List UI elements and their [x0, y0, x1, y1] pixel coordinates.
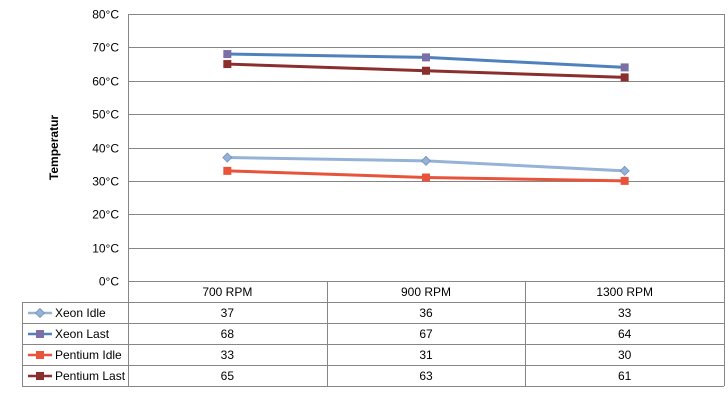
- table-cell-value: 33: [221, 348, 235, 362]
- legend-entry: Xeon Idle: [55, 306, 106, 320]
- series-xeon-idle: [222, 152, 630, 176]
- y-tick-label: 80°C: [92, 8, 119, 22]
- table-cell-value: 63: [419, 369, 433, 383]
- table-cell-value: 36: [419, 306, 433, 320]
- data-point: [222, 152, 233, 163]
- legend-key-marker: [36, 372, 44, 380]
- data-point: [422, 66, 430, 75]
- legend-key-marker: [34, 307, 46, 319]
- table-cell-value: 61: [618, 369, 632, 383]
- data-point: [223, 60, 232, 69]
- series-layer: [222, 50, 630, 185]
- legend-entry: Pentium Last: [55, 369, 126, 383]
- data-point: [420, 155, 432, 166]
- data-point: [422, 53, 430, 62]
- data-point: [620, 176, 629, 185]
- table-cell-value: 37: [221, 306, 235, 320]
- y-tick-label: 30°C: [92, 175, 119, 189]
- y-tick-label: 50°C: [92, 108, 119, 122]
- legend-entry: Xeon Last: [55, 327, 110, 341]
- x-category-label: 900 RPM: [401, 285, 451, 299]
- x-category-label: 1300 RPM: [596, 285, 653, 299]
- y-tick-label: 0°C: [99, 275, 119, 289]
- table-cell-value: 33: [618, 306, 632, 320]
- legend-entry: Pentium Idle: [55, 348, 122, 362]
- table-cell-value: 68: [221, 327, 235, 341]
- table-cell-value: 30: [618, 348, 632, 362]
- data-point: [620, 73, 629, 82]
- y-tick-label: 20°C: [92, 208, 119, 222]
- series-xeon-last: [223, 50, 629, 72]
- y-axis-label: Temperatur: [47, 115, 61, 180]
- series-pentium-idle: [223, 166, 629, 185]
- data-point: [620, 63, 629, 72]
- x-category-label: 700 RPM: [202, 285, 252, 299]
- y-tick-label: 60°C: [92, 75, 119, 89]
- y-tick-label: 10°C: [92, 242, 119, 256]
- data-table: 700 RPM 900 RPM 1300 RPM Xeon Idle 37 36 33 Xeo…: [22, 281, 724, 387]
- data-point: [223, 50, 232, 59]
- gridlines: [128, 14, 725, 386]
- series-pentium-last: [223, 60, 629, 82]
- y-tick-label: 40°C: [92, 142, 119, 156]
- table-cell-value: 65: [221, 369, 235, 383]
- table-cell-value: 67: [419, 327, 433, 341]
- data-point: [422, 173, 430, 182]
- table-cell-value: 64: [618, 327, 632, 341]
- legend-key-marker: [36, 351, 44, 359]
- legend-key-marker: [36, 330, 44, 338]
- y-tick-label: 70°C: [92, 41, 119, 55]
- data-point: [223, 166, 232, 175]
- table-cell-value: 31: [419, 348, 433, 362]
- y-axis-ticks: 0°C 10°C 20°C 30°C 40°C 50°C 60°C 70°C 80°C: [92, 8, 119, 289]
- data-point: [619, 165, 630, 176]
